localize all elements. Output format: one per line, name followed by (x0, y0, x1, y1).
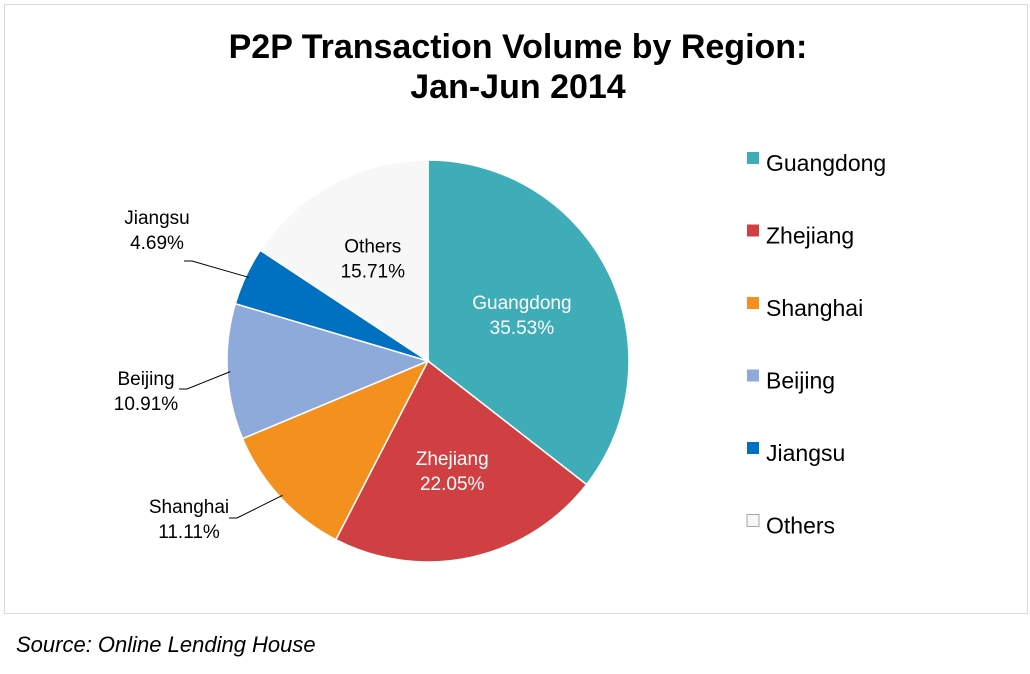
data-label-name-jiangsu: Jiangsu (124, 208, 190, 229)
leader-line-shanghai (229, 494, 283, 519)
legend-item-beijing: Beijing (747, 368, 835, 394)
chart-title: P2P Transaction Volume by Region: (229, 28, 808, 66)
pie-slice-zhejiang (334, 359, 588, 563)
pie-slice-others (259, 159, 429, 363)
data-label-name-beijing: Beijing (117, 369, 174, 390)
legend-label-others: Others (766, 513, 835, 539)
leader-line-jiangsu (184, 260, 249, 278)
chart-frame: P2P Transaction Volume by Region: Jan-Jun… (4, 4, 1028, 614)
data-label-name-guangdong: Guangdong (472, 293, 571, 314)
pie-slices (226, 159, 630, 563)
data-label-value-others: 15.71% (341, 261, 406, 282)
data-label-value-jiangsu: 4.69% (130, 233, 184, 254)
legend-item-shanghai: Shanghai (747, 295, 863, 321)
legend-item-guangdong: Guangdong (747, 150, 886, 176)
legend-label-shanghai: Shanghai (766, 295, 863, 321)
legend-label-zhejiang: Zhejiang (766, 223, 854, 249)
legend-label-jiangsu: Jiangsu (766, 440, 845, 466)
legend-item-others: Others (746, 513, 835, 539)
legend-swatch-shanghai (747, 297, 759, 309)
legend-swatch-jiangsu (747, 442, 759, 454)
source-note: Source: Online Lending House (16, 632, 316, 657)
chart-subtitle: Jan-Jun 2014 (410, 68, 626, 106)
data-label-value-shanghai: 11.11% (158, 522, 220, 543)
pie-slice-shanghai (241, 359, 430, 541)
legend: Guangdong Zhejiang Shanghai Beijing Jiangsu O… (746, 150, 886, 539)
legend-swatch-beijing (747, 369, 759, 382)
data-label-name-zhejiang: Zhejiang (416, 449, 489, 470)
data-label-value-beijing: 10.91% (114, 394, 179, 415)
pie-slice-beijing (226, 302, 431, 440)
leader-lines (179, 260, 283, 519)
data-label-value-zhejiang: 22.05% (420, 474, 485, 495)
data-label-value-guangdong: 35.53% (490, 318, 555, 339)
data-label-name-others: Others (344, 236, 401, 257)
data-label-name-shanghai: Shanghai (149, 497, 229, 518)
legend-label-beijing: Beijing (766, 368, 835, 394)
data-labels: Guangdong 35.53% Zhejiang 22.05% Shanghai 11.… (114, 208, 572, 543)
pie-slice-guangdong (427, 159, 630, 486)
legend-swatch-guangdong (747, 152, 759, 164)
legend-item-jiangsu: Jiangsu (747, 440, 845, 466)
legend-label-guangdong: Guangdong (766, 150, 886, 176)
legend-swatch-zhejiang (747, 224, 759, 237)
leader-line-beijing (179, 371, 231, 390)
legend-item-zhejiang: Zhejiang (747, 223, 854, 249)
legend-swatch-others (746, 514, 760, 527)
chart-title-group: P2P Transaction Volume by Region:Jan-Jun… (229, 28, 808, 106)
pie-chart: P2P Transaction Volume by Region:Jan-Jun… (114, 28, 886, 563)
